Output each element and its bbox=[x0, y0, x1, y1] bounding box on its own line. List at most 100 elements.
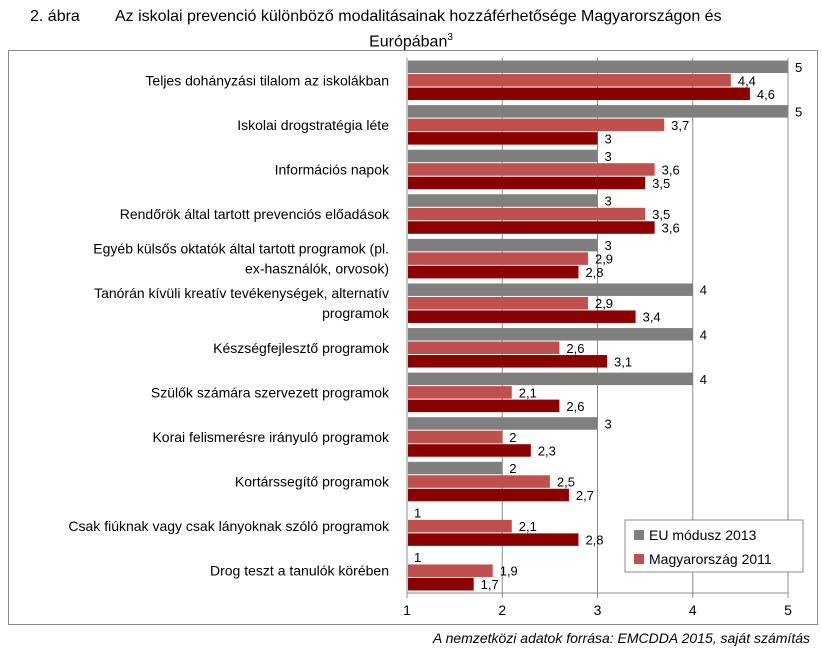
bar-eu bbox=[408, 105, 788, 118]
data-label: 2,7 bbox=[576, 488, 594, 503]
data-label: 3,5 bbox=[652, 207, 670, 222]
bar-chart: 1 2 3 4 5 Teljes dohányzási tilalom az iskolá… bbox=[68, 58, 804, 618]
data-label: 3,1 bbox=[614, 354, 632, 369]
data-label: 3,6 bbox=[662, 221, 680, 236]
bar-hu-dark bbox=[408, 399, 560, 413]
source-note: A nemzetközi adatok forrása: EMCDDA 2015… bbox=[432, 630, 810, 646]
bar-eu bbox=[408, 238, 598, 252]
data-label: 3 bbox=[605, 149, 612, 164]
category-label: ex-használók, orvosok) bbox=[245, 261, 389, 277]
data-label: 3 bbox=[605, 238, 612, 253]
data-label: 3,5 bbox=[652, 176, 670, 191]
data-label: 4 bbox=[700, 372, 707, 387]
bar-eu bbox=[408, 372, 693, 386]
bar-hu bbox=[408, 74, 731, 87]
bar-hu-dark bbox=[408, 355, 608, 368]
data-label: 1,7 bbox=[481, 577, 499, 592]
bar-hu-dark bbox=[408, 488, 569, 502]
bar-hu bbox=[408, 564, 493, 577]
data-label: 2,5 bbox=[557, 475, 575, 490]
bar-hu-dark bbox=[408, 310, 636, 323]
legend-swatch bbox=[634, 530, 644, 540]
legend-swatch bbox=[634, 554, 644, 564]
data-label: 3 bbox=[605, 194, 612, 209]
bar-eu bbox=[408, 149, 598, 163]
data-label: 2,1 bbox=[519, 385, 537, 400]
category-label: Iskolai drogstratégia léte bbox=[237, 117, 389, 133]
x-tick-label: 4 bbox=[689, 602, 697, 618]
bar-hu bbox=[408, 252, 588, 265]
category-label: Drog teszt a tanulók körében bbox=[210, 563, 389, 579]
category-label: Kortárssegítő programok bbox=[235, 474, 390, 490]
data-label: 2,3 bbox=[538, 443, 556, 458]
bar-hu-dark bbox=[408, 132, 598, 145]
x-tick-label: 2 bbox=[498, 602, 506, 618]
data-label: 3 bbox=[605, 416, 612, 431]
data-label: 4 bbox=[700, 327, 707, 342]
legend-label: Magyarország 2011 bbox=[649, 551, 772, 567]
chart-frame bbox=[8, 50, 818, 625]
data-label: 2,1 bbox=[519, 519, 537, 534]
data-label: 2,8 bbox=[585, 265, 603, 280]
bar-hu bbox=[408, 296, 588, 310]
data-label: 5 bbox=[795, 104, 802, 119]
bar-eu bbox=[408, 283, 693, 296]
legend-label: EU módusz 2013 bbox=[649, 527, 757, 543]
bar-hu bbox=[408, 207, 646, 221]
bar-hu bbox=[408, 118, 665, 132]
bar-hu-dark bbox=[408, 577, 474, 591]
category-label: Tanórán kívüli kreatív tevékenységek, al… bbox=[94, 285, 389, 301]
x-tick-label: 1 bbox=[403, 602, 411, 618]
bar-hu-dark bbox=[408, 533, 579, 546]
category-label: Csak fiúknak vagy csak lányoknak szóló p… bbox=[68, 518, 390, 534]
title-footnote-marker: 3 bbox=[447, 32, 453, 43]
category-label: Készségfejlesztő programok bbox=[213, 340, 390, 356]
bar-hu-dark bbox=[408, 444, 531, 457]
data-label: 3,4 bbox=[643, 310, 661, 325]
bar-hu bbox=[408, 430, 503, 444]
data-label: 3,7 bbox=[671, 118, 689, 133]
chart-title-line-2: Európában3 bbox=[0, 27, 822, 53]
bar-hu bbox=[408, 475, 550, 488]
data-label: 2 bbox=[509, 461, 516, 476]
bar-eu bbox=[408, 461, 503, 475]
data-label: 3 bbox=[605, 131, 612, 146]
data-label: 2,6 bbox=[566, 341, 584, 356]
data-label: 5 bbox=[795, 60, 802, 75]
data-label: 2,6 bbox=[566, 399, 584, 414]
x-tick-label: 5 bbox=[784, 602, 792, 618]
legend-box bbox=[624, 519, 804, 573]
bar-eu bbox=[408, 328, 693, 341]
data-label: 4,6 bbox=[757, 87, 775, 102]
bar-hu-dark bbox=[408, 176, 646, 190]
bar-hu-dark bbox=[408, 221, 655, 234]
data-label: 4,4 bbox=[738, 73, 756, 88]
data-label: 4 bbox=[700, 283, 707, 298]
bar-hu-dark bbox=[408, 87, 750, 101]
category-label: Egyéb külsős oktatók által tartott progr… bbox=[93, 241, 389, 257]
data-label: 2 bbox=[509, 430, 516, 445]
data-label: 1 bbox=[414, 506, 421, 521]
category-label: programok bbox=[322, 305, 390, 321]
data-label: 1,9 bbox=[500, 564, 518, 579]
category-label: Rendőrök által tartott prevenciós előadá… bbox=[120, 206, 390, 222]
data-label: 1 bbox=[414, 550, 421, 565]
chart-title-line-2-text: Európában bbox=[369, 33, 448, 51]
chart-title-line-1: Az iskolai prevenció különböző modalitás… bbox=[115, 8, 722, 25]
category-label: Szülők számára szervezett programok bbox=[151, 384, 390, 400]
bar-eu bbox=[408, 417, 598, 430]
x-tick-label: 3 bbox=[594, 602, 602, 618]
figure-number: 2. ábra bbox=[30, 8, 80, 25]
data-label: 2,8 bbox=[585, 533, 603, 548]
data-label: 2,9 bbox=[595, 296, 613, 311]
bar-hu bbox=[408, 386, 512, 399]
data-label: 3,6 bbox=[662, 162, 680, 177]
bar-eu bbox=[408, 60, 788, 74]
category-label: Információs napok bbox=[275, 161, 390, 177]
bar-hu-dark bbox=[408, 265, 579, 279]
data-label: 2,9 bbox=[595, 252, 613, 267]
category-label: Korai felismerésre irányuló programok bbox=[152, 429, 390, 445]
category-label: Teljes dohányzási tilalom az iskolákban bbox=[145, 72, 389, 88]
bar-hu bbox=[408, 341, 560, 355]
bar-hu bbox=[408, 163, 655, 176]
